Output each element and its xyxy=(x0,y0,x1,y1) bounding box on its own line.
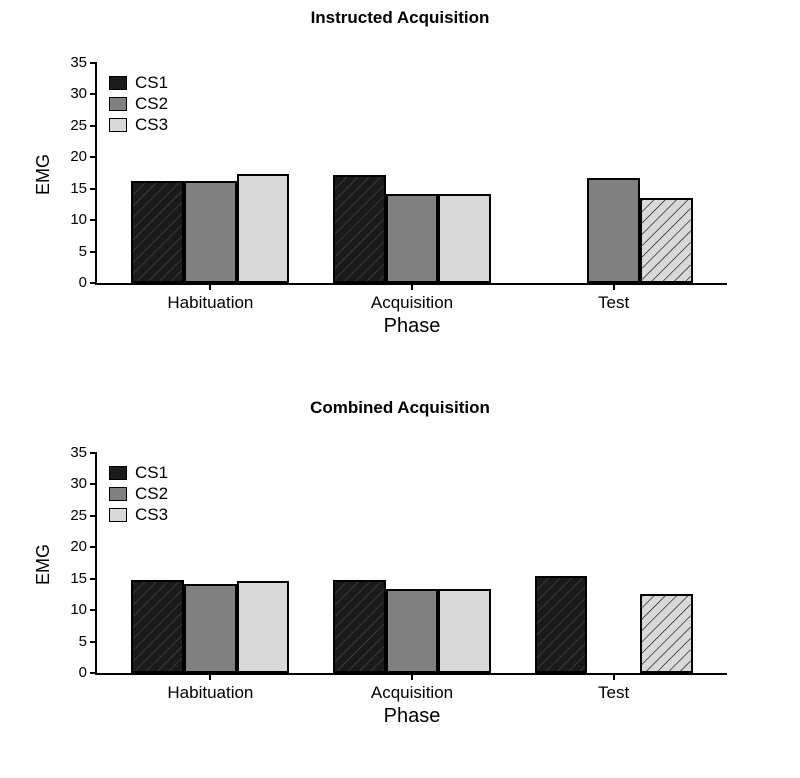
legend-swatch xyxy=(109,466,127,480)
y-tick-label: 15 xyxy=(57,570,87,587)
y-tick-label: 0 xyxy=(57,274,87,291)
x-tick-label: Acquisition xyxy=(371,293,453,313)
legend-item: CS3 xyxy=(109,115,168,135)
x-tick-label: Habituation xyxy=(167,293,253,313)
y-tick-label: 30 xyxy=(57,85,87,102)
x-axis-label: Phase xyxy=(97,705,727,728)
bar-cs2 xyxy=(184,584,237,673)
x-tick xyxy=(411,673,413,680)
y-tick-label: 20 xyxy=(57,538,87,555)
legend-label: CS3 xyxy=(135,115,168,135)
x-tick xyxy=(613,283,615,290)
panel-combined: Combined Acquisition05101520253035Habitu… xyxy=(0,398,800,768)
legend-swatch xyxy=(109,76,127,90)
bar-cs2 xyxy=(184,181,237,283)
legend-item: CS1 xyxy=(109,73,168,93)
y-tick xyxy=(90,578,97,580)
panel-title: Instructed Acquisition xyxy=(0,8,800,28)
legend: CS1CS2CS3 xyxy=(109,73,168,136)
x-tick xyxy=(613,673,615,680)
bar-cs3 xyxy=(438,194,491,283)
y-tick xyxy=(90,188,97,190)
y-tick xyxy=(90,515,97,517)
bar-cs3 xyxy=(237,581,290,673)
y-tick xyxy=(90,93,97,95)
bar-cs3 xyxy=(640,198,693,283)
legend-label: CS1 xyxy=(135,463,168,483)
y-tick xyxy=(90,156,97,158)
bar-cs1 xyxy=(131,181,184,283)
y-tick-label: 35 xyxy=(57,444,87,461)
y-tick xyxy=(90,251,97,253)
x-tick xyxy=(209,283,211,290)
y-tick-label: 30 xyxy=(57,475,87,492)
legend-item: CS3 xyxy=(109,505,168,525)
legend: CS1CS2CS3 xyxy=(109,463,168,526)
legend-swatch xyxy=(109,508,127,522)
bar-cs1 xyxy=(333,175,386,283)
legend-label: CS2 xyxy=(135,94,168,114)
y-tick-label: 0 xyxy=(57,664,87,681)
y-tick xyxy=(90,641,97,643)
y-axis-label: EMG xyxy=(33,544,54,585)
y-tick xyxy=(90,62,97,64)
y-tick xyxy=(90,282,97,284)
bar-cs2 xyxy=(587,178,640,283)
legend-item: CS1 xyxy=(109,463,168,483)
y-tick-label: 25 xyxy=(57,117,87,134)
y-tick-label: 35 xyxy=(57,54,87,71)
y-tick-label: 15 xyxy=(57,180,87,197)
bar-cs3 xyxy=(237,174,290,283)
x-tick xyxy=(209,673,211,680)
plot-area: 05101520253035HabituationAcquisitionTest… xyxy=(95,63,727,285)
y-tick xyxy=(90,672,97,674)
legend-label: CS3 xyxy=(135,505,168,525)
legend-swatch xyxy=(109,487,127,501)
legend-item: CS2 xyxy=(109,484,168,504)
x-tick-label: Acquisition xyxy=(371,683,453,703)
y-tick xyxy=(90,609,97,611)
plot-area: 05101520253035HabituationAcquisitionTest… xyxy=(95,453,727,675)
bar-cs3 xyxy=(438,589,491,673)
panel-instructed: Instructed Acquisition05101520253035Habi… xyxy=(0,8,800,378)
y-tick xyxy=(90,483,97,485)
x-tick-label: Test xyxy=(598,293,629,313)
y-tick xyxy=(90,125,97,127)
y-tick-label: 10 xyxy=(57,601,87,618)
x-tick xyxy=(411,283,413,290)
x-tick-label: Habituation xyxy=(167,683,253,703)
y-tick-label: 5 xyxy=(57,243,87,260)
y-axis-label: EMG xyxy=(33,154,54,195)
legend-swatch xyxy=(109,97,127,111)
y-tick xyxy=(90,546,97,548)
bar-cs3 xyxy=(640,594,693,673)
y-tick xyxy=(90,219,97,221)
y-tick-label: 20 xyxy=(57,148,87,165)
bar-cs1 xyxy=(131,580,184,673)
legend-label: CS2 xyxy=(135,484,168,504)
legend-swatch xyxy=(109,118,127,132)
y-tick-label: 5 xyxy=(57,633,87,650)
y-tick-label: 10 xyxy=(57,211,87,228)
y-tick-label: 25 xyxy=(57,507,87,524)
y-tick xyxy=(90,452,97,454)
panel-title: Combined Acquisition xyxy=(0,398,800,418)
bar-cs2 xyxy=(386,589,439,673)
legend-item: CS2 xyxy=(109,94,168,114)
x-tick-label: Test xyxy=(598,683,629,703)
legend-label: CS1 xyxy=(135,73,168,93)
bar-cs1 xyxy=(333,580,386,673)
bar-cs1 xyxy=(535,576,588,673)
x-axis-label: Phase xyxy=(97,315,727,338)
bar-cs2 xyxy=(386,194,439,283)
